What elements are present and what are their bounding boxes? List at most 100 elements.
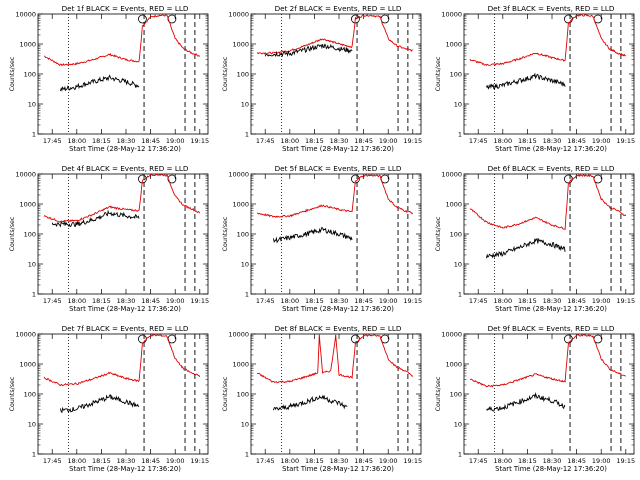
x-tick-label: 18:30 [543,137,562,145]
y-tick-label: 1000 [445,201,462,209]
y-tick-label: 1000 [232,201,249,209]
x-tick-label: 19:15 [616,137,635,145]
x-tick-label: 18:15 [518,457,537,465]
x-tick-label: 19:00 [592,137,611,145]
x-tick-label: 19:15 [190,137,209,145]
x-axis-label: Start Time (28-May-12 17:36:20) [69,465,181,473]
x-tick-label: 19:15 [403,137,422,145]
x-tick-label: 18:30 [330,137,349,145]
panel-title: Det 8f BLACK = Events, RED = LLD [275,324,402,333]
x-tick-label: 19:15 [403,297,422,305]
panel-title: Det 3f BLACK = Events, RED = LLD [488,4,615,13]
circle-marker [564,174,573,184]
panel-det-4: Det 4f BLACK = Events, RED = LLD 1 10 100 10… [9,164,209,313]
y-tick-label: 1 [458,451,462,459]
y-tick-label: 100 [450,231,462,239]
lld-series-line [43,174,201,223]
y-tick-label: 100 [237,71,249,79]
x-tick-label: 18:30 [117,297,136,305]
x-axis-label: Start Time (28-May-12 17:36:20) [282,145,394,153]
x-tick-label: 18:00 [67,297,86,305]
plot-frame [37,333,209,455]
panel-det-6: Det 6f BLACK = Events, RED = LLD 1 10 100 10… [435,164,635,313]
circle-marker [138,14,147,24]
y-tick-label: 10 [241,421,249,429]
x-tick-label: 19:00 [166,297,185,305]
y-tick-label: 100 [24,391,36,399]
x-tick-label: 19:00 [592,457,611,465]
x-tick-label: 18:00 [67,457,86,465]
y-tick-label: 100 [450,71,462,79]
y-tick-label: 10000 [228,11,249,19]
y-tick-label: 1 [32,291,36,299]
lld-series-line [470,334,626,388]
panel-title: Det 6f BLACK = Events, RED = LLD [488,164,615,173]
panel-det-5: Det 5f BLACK = Events, RED = LLD 1 10 100 10… [222,164,422,313]
y-tick-label: 1 [32,451,36,459]
panel-title: Det 1f BLACK = Events, RED = LLD [62,4,189,13]
x-tick-label: 18:15 [518,137,537,145]
y-tick-label: 1000 [445,41,462,49]
lld-series-line [469,14,627,66]
plot-frame [37,173,209,295]
y-axis-label: Counts/sec [9,376,16,411]
x-tick-label: 17:45 [256,297,275,305]
panel-title: Det 4f BLACK = Events, RED = LLD [62,164,189,173]
x-tick-label: 18:45 [567,137,586,145]
events-series-line [264,43,353,58]
x-tick-label: 18:15 [305,137,324,145]
x-tick-label: 19:15 [190,297,209,305]
plot-frame [463,173,635,295]
panel-det-8: Det 8f BLACK = Events, RED = LLD 1 10 100 10… [222,324,422,473]
y-tick-label: 1 [245,131,249,139]
y-tick-label: 1000 [445,361,462,369]
x-tick-label: 19:15 [616,457,635,465]
y-tick-label: 1000 [232,41,249,49]
x-tick-label: 18:15 [305,297,324,305]
x-tick-label: 19:00 [379,297,398,305]
y-axis-label: Counts/sec [435,376,442,411]
x-axis-label: Start Time (28-May-12 17:36:20) [282,305,394,313]
y-tick-label: 10 [241,261,249,269]
x-tick-label: 18:30 [543,457,562,465]
x-tick-label: 19:00 [379,457,398,465]
y-tick-label: 10 [28,261,36,269]
y-tick-label: 1 [245,451,249,459]
x-tick-label: 18:15 [92,137,111,145]
y-tick-label: 1000 [19,361,36,369]
x-axis-label: Start Time (28-May-12 17:36:20) [282,465,394,473]
panel-title: Det 7f BLACK = Events, RED = LLD [62,324,189,333]
y-tick-label: 10 [454,101,462,109]
lld-series-line [469,174,627,230]
x-tick-label: 17:45 [469,457,488,465]
x-tick-label: 18:30 [330,457,349,465]
x-tick-label: 18:00 [67,137,86,145]
x-tick-label: 18:00 [493,137,512,145]
x-axis-label: Start Time (28-May-12 17:36:20) [495,145,607,153]
y-tick-label: 10 [28,101,36,109]
y-tick-label: 10000 [15,171,36,179]
x-tick-label: 18:45 [141,297,160,305]
lld-series-line [256,174,414,218]
panel-det-7: Det 7f BLACK = Events, RED = LLD 1 10 100 10… [9,324,209,473]
lld-series-line [256,334,414,384]
x-tick-label: 18:30 [117,137,136,145]
lld-series-line [43,14,201,67]
y-tick-label: 10 [241,101,249,109]
y-axis-label: Counts/sec [9,56,16,91]
events-series-line [51,209,140,228]
panel-title: Det 2f BLACK = Events, RED = LLD [275,4,402,13]
y-tick-label: 10000 [15,331,36,339]
y-tick-label: 100 [450,391,462,399]
x-tick-label: 18:00 [493,457,512,465]
y-tick-label: 1000 [19,41,36,49]
x-tick-label: 18:30 [117,457,136,465]
plot-frame [250,13,422,135]
panel-det-2: Det 2f BLACK = Events, RED = LLD 1 10 100 10… [222,4,422,153]
y-tick-label: 10000 [441,11,462,19]
x-tick-label: 17:45 [43,457,62,465]
y-tick-label: 10000 [228,171,249,179]
y-tick-label: 1 [245,291,249,299]
x-tick-label: 19:15 [403,457,422,465]
